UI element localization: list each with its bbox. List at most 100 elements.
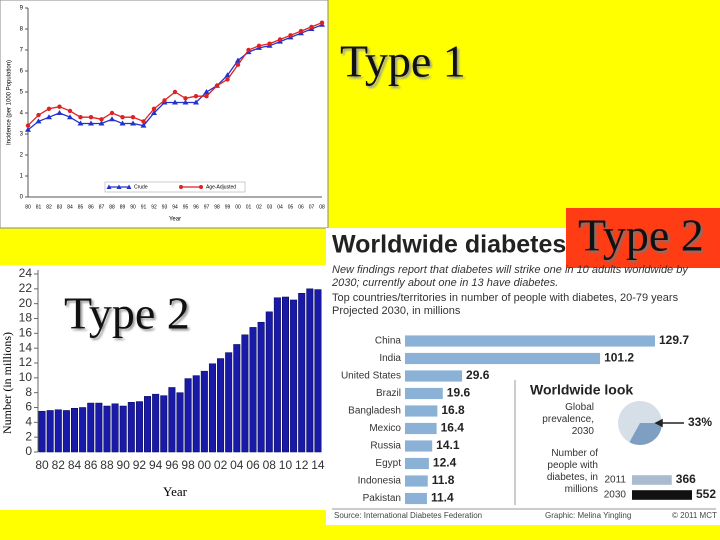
x-tick-label: 86 xyxy=(88,204,94,210)
marker xyxy=(267,41,272,46)
x-tick-label: 01 xyxy=(246,204,252,210)
marker xyxy=(141,119,146,124)
x-tick-label: 95 xyxy=(183,204,189,210)
bar xyxy=(192,375,200,453)
chart-title: Worldwide diabetes xyxy=(332,231,566,259)
bar xyxy=(405,457,429,470)
bar xyxy=(176,392,184,453)
x-tick-label: 80 xyxy=(35,458,49,472)
category-label: Egypt xyxy=(375,458,401,469)
x-tick-label: 84 xyxy=(67,204,73,210)
bar xyxy=(217,358,225,453)
marker xyxy=(298,28,304,34)
legend-label: Age-Adjusted xyxy=(206,184,236,190)
marker xyxy=(319,20,325,25)
marker xyxy=(56,110,63,115)
pie-slice xyxy=(629,423,662,445)
y-tick-label: 2 xyxy=(25,429,32,443)
bar xyxy=(265,311,273,453)
x-tick-label: 93 xyxy=(162,204,168,210)
bar xyxy=(71,407,79,453)
marker xyxy=(225,77,230,82)
bar xyxy=(225,352,233,453)
legend-swatch xyxy=(199,185,203,189)
marker xyxy=(172,99,178,105)
x-tick-label: 06 xyxy=(298,204,304,210)
value-label: 552 xyxy=(696,487,716,501)
bar xyxy=(298,293,306,453)
chart-layer: Worldwide look 33% xyxy=(530,382,712,445)
panel xyxy=(0,0,329,229)
marker xyxy=(214,83,220,88)
y-tick-label: 8 xyxy=(20,27,24,33)
y-tick-label: 10 xyxy=(19,370,33,384)
x-tick-label: 06 xyxy=(246,458,260,472)
bar xyxy=(168,387,176,453)
marker xyxy=(25,126,31,132)
x-tick-label: 05 xyxy=(288,204,294,210)
x-axis-label: Year xyxy=(169,217,181,223)
x-tick-label: 03 xyxy=(267,204,273,210)
value-label: 129.7 xyxy=(659,333,689,347)
y-tick-label: 0 xyxy=(25,444,32,458)
x-tick-label: 02 xyxy=(214,458,228,472)
chart-layer: Worldwide diabetes Source: International… xyxy=(332,231,717,521)
bar xyxy=(405,352,601,365)
label-box xyxy=(566,208,720,268)
marker xyxy=(120,115,125,120)
bar xyxy=(405,370,463,382)
bar xyxy=(306,288,314,453)
credit: Graphic: Melina Yingling xyxy=(545,511,631,520)
marker xyxy=(88,115,94,120)
bar xyxy=(119,405,127,453)
x-tick-label: 00 xyxy=(198,458,212,472)
chart-title: Number of people with diabetes, in milli… xyxy=(546,448,598,495)
bar xyxy=(273,297,281,453)
marker xyxy=(98,120,105,126)
x-tick-label: 84 xyxy=(68,458,82,472)
x-tick-label: 85 xyxy=(78,204,84,210)
y-tick-label: 2 xyxy=(20,153,24,159)
value-label: 19.6 xyxy=(447,386,471,400)
marker xyxy=(235,62,241,67)
y-tick-label: 6 xyxy=(20,69,24,75)
y-tick-label: 0 xyxy=(20,195,24,201)
bar xyxy=(111,403,119,453)
bar xyxy=(405,475,428,487)
x-tick-label: 99 xyxy=(225,204,231,210)
bar xyxy=(405,405,438,417)
bar xyxy=(632,475,672,485)
subtitle: New findings report that diabetes will s… xyxy=(332,264,688,289)
marker xyxy=(57,104,62,109)
x-tick-label: 86 xyxy=(84,458,98,472)
x-tick-label: 96 xyxy=(193,204,199,210)
slide-label: Type 2 xyxy=(64,288,190,339)
value-label: 29.6 xyxy=(466,368,490,382)
y-tick-label: 8 xyxy=(25,385,32,399)
y-tick-label: 12 xyxy=(19,355,33,369)
category-label: Indonesia xyxy=(358,476,402,487)
bar xyxy=(241,334,249,453)
bar xyxy=(314,289,322,453)
marker xyxy=(99,117,104,122)
bar xyxy=(79,407,87,453)
x-tick-label: 90 xyxy=(117,458,131,472)
bar xyxy=(200,370,208,453)
pie-label: Global prevalence, 2030 xyxy=(542,402,594,437)
category-label: 2011 xyxy=(604,475,626,486)
marker xyxy=(288,33,293,38)
marker xyxy=(151,106,157,112)
legend-box xyxy=(104,181,246,193)
source: Source: International Diabetes Federatio… xyxy=(334,511,482,520)
marker xyxy=(183,96,188,101)
marker xyxy=(46,114,52,120)
x-tick-label: 83 xyxy=(57,204,63,210)
category-label: Russia xyxy=(370,441,401,452)
marker xyxy=(162,98,167,103)
y-tick-label: 16 xyxy=(19,326,33,340)
value-label: 366 xyxy=(676,472,696,486)
x-tick-label: 00 xyxy=(235,204,241,210)
bar xyxy=(632,490,692,500)
